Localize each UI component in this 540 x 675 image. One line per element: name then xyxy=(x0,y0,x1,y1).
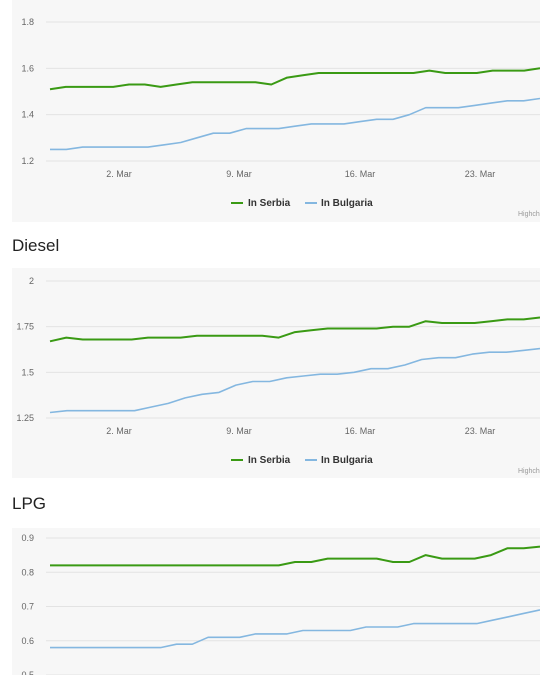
series-line-serbia xyxy=(50,545,540,567)
chart-panel-2: 1.25 1.5 1.75 2 2. Mar 9. Mar 16. Mar 23. Mar In… xyxy=(12,268,540,478)
y-tick-label: 0.6 xyxy=(21,636,34,646)
series-line-serbia xyxy=(49,316,540,343)
legend-item-bulgaria[interactable]: In Bulgaria xyxy=(321,455,373,466)
y-tick-label: 1.4 xyxy=(21,110,34,120)
series-line-bulgaria xyxy=(49,347,540,414)
x-tick-label: 16. Mar xyxy=(345,169,376,179)
x-tick-label: 2. Mar xyxy=(106,169,132,179)
chart-panel-1: 1.2 1.4 1.6 1.8 2. Mar 9. Mar 16. Mar 23. Mar In… xyxy=(12,0,540,222)
series-line-bulgaria xyxy=(50,609,540,649)
chart-panel-3: 0.5 0.6 0.7 0.8 0.9 xyxy=(12,528,540,675)
chart-legend: In Serbia In Bulgaria xyxy=(231,198,373,209)
section-title-lpg: LPG xyxy=(12,494,47,513)
line-chart-2: 1.25 1.5 1.75 2 2. Mar 9. Mar 16. Mar 23. Mar In… xyxy=(16,276,540,475)
chart-credits[interactable]: Highcharts.com xyxy=(518,468,540,475)
section-title-diesel: Diesel xyxy=(12,236,60,255)
y-tick-label: 1.2 xyxy=(21,156,34,166)
y-tick-label: 0.9 xyxy=(21,533,34,543)
y-tick-label: 1.8 xyxy=(21,17,34,27)
y-tick-label: 0.7 xyxy=(21,602,34,612)
x-tick-label: 16. Mar xyxy=(345,426,376,436)
y-tick-label: 2 xyxy=(29,276,34,286)
line-chart-3: 0.5 0.6 0.7 0.8 0.9 xyxy=(21,533,540,675)
y-tick-label: 1.5 xyxy=(21,367,34,377)
y-tick-label: 1.75 xyxy=(16,322,34,332)
legend-item-serbia[interactable]: In Serbia xyxy=(248,198,291,209)
y-tick-label: 1.6 xyxy=(21,63,34,73)
x-tick-label: 9. Mar xyxy=(226,426,252,436)
chart-credits[interactable]: Highcharts.com xyxy=(518,211,540,218)
x-tick-label: 23. Mar xyxy=(465,169,496,179)
line-chart-1: 1.2 1.4 1.6 1.8 2. Mar 9. Mar 16. Mar 23. Mar In… xyxy=(21,17,540,218)
x-tick-label: 9. Mar xyxy=(226,169,252,179)
x-tick-label: 23. Mar xyxy=(465,426,496,436)
y-tick-label: 0.8 xyxy=(21,567,34,577)
chart-legend: In Serbia In Bulgaria xyxy=(231,455,373,466)
y-tick-label: 0.5 xyxy=(21,670,34,675)
legend-item-serbia[interactable]: In Serbia xyxy=(248,455,291,466)
series-line-serbia xyxy=(49,67,540,91)
series-line-bulgaria xyxy=(50,97,540,151)
x-tick-label: 2. Mar xyxy=(106,426,132,436)
legend-item-bulgaria[interactable]: In Bulgaria xyxy=(321,198,373,209)
y-tick-label: 1.25 xyxy=(16,413,34,423)
